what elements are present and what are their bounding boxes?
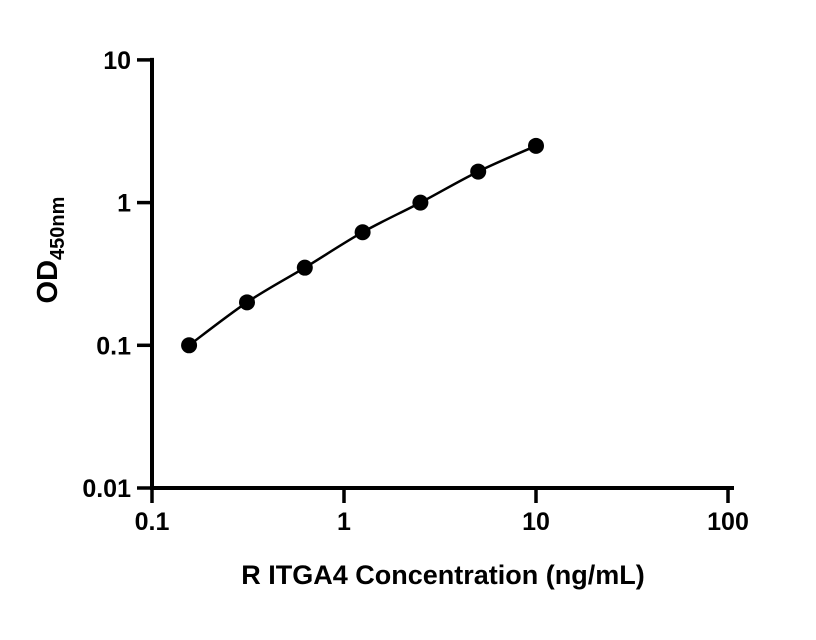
y-axis-title: OD450nm	[32, 197, 69, 304]
data-point-3	[354, 224, 371, 241]
x-axis-title: R ITGA4 Concentration (ng/mL)	[241, 560, 644, 590]
x-tick-label-1: 1	[337, 508, 351, 536]
y-tick-label-1: 1	[117, 190, 131, 218]
y-tick-label-10: 10	[103, 47, 131, 75]
y-tick-label-0.01: 0.01	[82, 475, 131, 503]
data-point-4	[412, 194, 429, 211]
data-point-6	[528, 137, 544, 154]
y-axis-title-sub: 450nm	[47, 197, 69, 260]
data-point-1	[239, 294, 256, 311]
x-tick-label-0.1: 0.1	[135, 508, 170, 536]
y-axis-title-main: OD	[32, 260, 64, 304]
data-point-0	[181, 337, 198, 354]
data-series	[181, 137, 544, 354]
data-point-2	[296, 259, 313, 276]
x-tick-label-10: 10	[522, 508, 550, 536]
data-point-5	[470, 163, 487, 180]
x-tick-label-100: 100	[707, 508, 749, 536]
y-tick-label-0.1: 0.1	[96, 332, 131, 360]
